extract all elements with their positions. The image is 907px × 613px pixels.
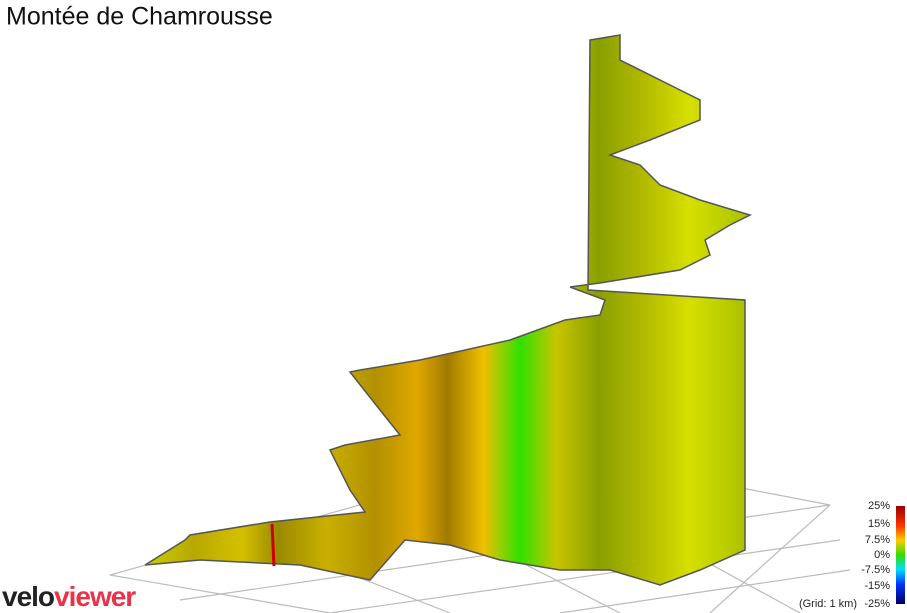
elevation-ribbon xyxy=(144,34,753,586)
title: Montée de Chamrousse xyxy=(6,3,273,31)
logo-viewer: viewer xyxy=(54,581,136,612)
scale-label: 7.5% xyxy=(865,534,890,546)
grid-note: (Grid: 1 km) xyxy=(799,598,857,610)
steep-stripe xyxy=(270,523,276,567)
logo-velo: velo xyxy=(2,581,55,612)
color-scale-bar xyxy=(896,506,905,604)
scale-label: -15% xyxy=(864,580,890,592)
scale-label: 25% xyxy=(868,500,890,512)
scale-label: -7.5% xyxy=(861,564,890,576)
scale-label: 15% xyxy=(868,518,890,530)
scale-label: 0% xyxy=(874,549,890,561)
scale-label: -25% xyxy=(864,598,890,610)
logo: veloviewer xyxy=(2,581,136,612)
